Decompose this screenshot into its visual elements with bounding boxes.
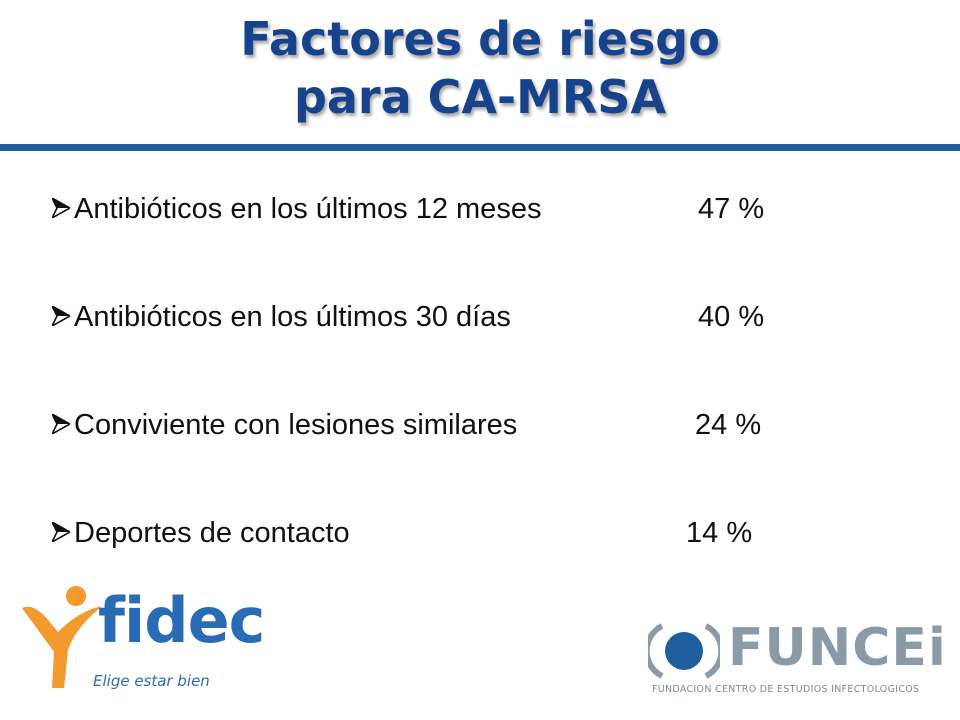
fidec-wordmark: fidec	[98, 584, 265, 657]
fidec-tagline: Elige estar bien	[93, 672, 210, 690]
risk-factor-label: Conviviente con lesiones similares	[74, 409, 518, 441]
risk-factor-value: 40 %	[698, 301, 765, 333]
risk-factor-value: 24 %	[695, 409, 762, 441]
arrow-bullet-icon	[50, 184, 72, 234]
risk-factor-value: 47 %	[698, 193, 765, 225]
risk-factor-label: Antibióticos en los últimos 30 días	[74, 301, 511, 333]
title-divider	[0, 144, 960, 151]
risk-factor-label: Deportes de contacto	[74, 517, 350, 549]
arrow-bullet-icon	[50, 292, 72, 342]
title-line-2: para CA-MRSA	[293, 70, 667, 124]
fidec-figure-icon	[22, 586, 102, 688]
funcei-wordmark: FUNCEi	[728, 618, 947, 678]
slide-title: Factores de riesgo para CA-MRSA	[0, 10, 960, 126]
title-line-1: Factores de riesgo	[240, 12, 720, 66]
risk-factor-value: 14 %	[686, 517, 753, 549]
arrow-bullet-icon	[50, 400, 72, 450]
fidec-logo: fidec Elige estar bien	[18, 580, 265, 700]
funcei-logo: FUNCEi FUNDACION CENTRO DE ESTUDIOS INFE…	[648, 618, 948, 708]
funcei-subtitle: FUNDACION CENTRO DE ESTUDIOS INFECTOLOGI…	[652, 684, 920, 695]
funcei-circle-icon	[648, 623, 720, 679]
arrow-bullet-icon	[50, 508, 72, 558]
risk-factor-label: Antibióticos en los últimos 12 meses	[74, 193, 542, 225]
